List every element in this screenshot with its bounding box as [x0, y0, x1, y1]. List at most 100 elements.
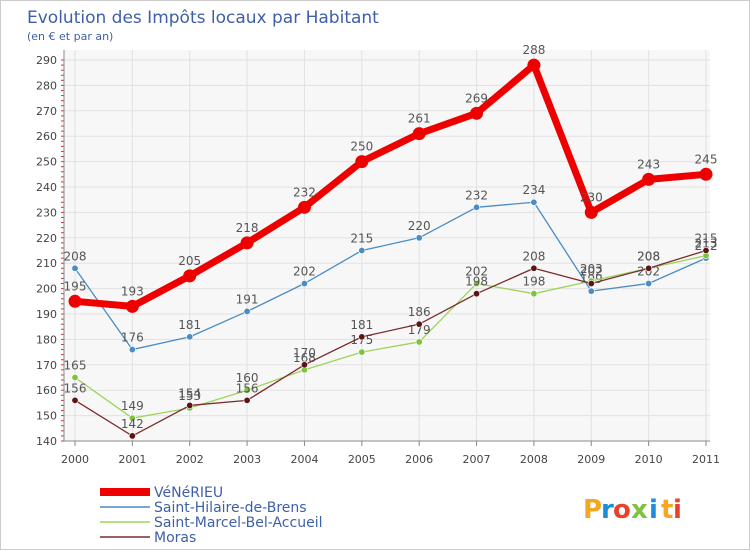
data-point: [128, 414, 136, 422]
legend-label: VéNéRIEU: [154, 485, 223, 501]
y-tick-label: 250: [36, 156, 57, 169]
x-tick-label: 2006: [405, 453, 433, 466]
y-tick-label: 160: [36, 384, 57, 397]
legend-label: Saint-Marcel-Bel-Accueil: [154, 515, 322, 531]
data-point: [358, 348, 366, 356]
data-point: [183, 269, 197, 283]
y-tick-label: 210: [36, 257, 57, 270]
y-tick-label: 240: [36, 181, 57, 194]
data-label: 230: [580, 190, 603, 204]
data-point: [300, 280, 308, 288]
data-point: [71, 373, 79, 381]
data-label: 153: [178, 389, 201, 403]
data-label: 208: [637, 249, 660, 263]
x-tick-label: 2010: [635, 453, 663, 466]
data-label: 160: [236, 371, 259, 385]
data-point: [587, 287, 595, 295]
data-label: 220: [408, 219, 431, 233]
data-point: [240, 236, 254, 250]
data-point: [128, 432, 136, 440]
data-point: [186, 333, 194, 341]
data-label: 179: [408, 323, 431, 337]
data-label: 156: [64, 381, 87, 395]
data-point: [699, 167, 713, 181]
plot-area: 140 150 160 170 180 190 200 210 220 230 240 250 260 2…: [36, 43, 720, 466]
brand-letter: r: [601, 495, 614, 525]
data-label: 243: [637, 157, 660, 171]
data-label: 195: [64, 279, 87, 293]
y-tick-label: 190: [36, 308, 57, 321]
legend: VéNéRIEUSaint-Hilaire-de-BrensSaint-Marc…: [100, 485, 322, 546]
data-point: [358, 247, 366, 255]
brand-letter: P: [583, 495, 602, 525]
data-point: [530, 198, 538, 206]
y-tick-label: 140: [36, 435, 57, 448]
data-label: 215: [350, 232, 373, 246]
data-point: [415, 338, 423, 346]
x-tick-label: 2004: [290, 453, 318, 466]
data-label: 202: [580, 265, 603, 279]
x-tick-label: 2011: [692, 453, 720, 466]
data-label: 261: [408, 112, 431, 126]
brand-letter: o: [613, 495, 631, 525]
brand-letter: x: [631, 495, 648, 525]
brand-letter: t: [661, 495, 673, 525]
legend-label: Moras: [154, 530, 196, 546]
data-point: [412, 127, 426, 141]
legend-label: Saint-Hilaire-de-Brens: [154, 500, 307, 516]
data-point: [473, 203, 481, 211]
data-point: [71, 396, 79, 404]
data-label: 213: [695, 237, 718, 251]
data-point: [125, 299, 139, 313]
data-point: [473, 290, 481, 298]
data-point: [358, 333, 366, 341]
x-tick-label: 2000: [61, 453, 89, 466]
data-label: 212: [695, 239, 718, 253]
y-tick-label: 150: [36, 410, 57, 423]
x-tick-label: 2005: [348, 453, 376, 466]
data-label: 170: [293, 346, 316, 360]
data-point: [645, 264, 653, 272]
data-point: [473, 280, 481, 288]
data-label: 142: [121, 417, 144, 431]
y-tick-label: 270: [36, 105, 57, 118]
series-line: [74, 201, 707, 351]
data-point: [530, 264, 538, 272]
data-label: 208: [522, 249, 545, 263]
data-label: 198: [465, 275, 488, 289]
x-tick-label: 2008: [520, 453, 548, 466]
data-label: 234: [522, 183, 545, 197]
data-label: 156: [236, 381, 259, 395]
series-line: [74, 249, 707, 437]
brand-logo: Pr o x i t i: [583, 495, 682, 525]
data-point: [243, 396, 251, 404]
data-point: [300, 361, 308, 369]
data-label: 269: [465, 91, 488, 105]
data-label: 191: [236, 292, 259, 306]
data-label: 245: [695, 152, 718, 166]
data-label: 208: [64, 249, 87, 263]
series-line: [74, 254, 707, 419]
data-label: 288: [522, 43, 545, 57]
data-label: 208: [637, 249, 660, 263]
series-saint-marcel-bel-accueil: 165149153160168175179202198203208213: [64, 237, 718, 422]
chart-subtitle: (en € et par an): [27, 30, 113, 43]
data-point: [587, 280, 595, 288]
y-tick-label: 220: [36, 232, 57, 245]
data-label: 202: [465, 265, 488, 279]
data-label: 154: [178, 386, 201, 400]
data-point: [415, 320, 423, 328]
brand-letter: i: [673, 495, 682, 525]
x-tick-label: 2003: [233, 453, 261, 466]
data-label: 181: [350, 318, 373, 332]
data-label: 165: [64, 359, 87, 373]
y-tick-label: 180: [36, 333, 57, 346]
data-label: 203: [580, 262, 603, 276]
data-point: [68, 294, 82, 308]
data-point: [71, 264, 79, 272]
y-tick-label: 170: [36, 359, 57, 372]
series-line: [71, 61, 710, 310]
x-tick-label: 2001: [118, 453, 146, 466]
data-point: [584, 205, 598, 219]
